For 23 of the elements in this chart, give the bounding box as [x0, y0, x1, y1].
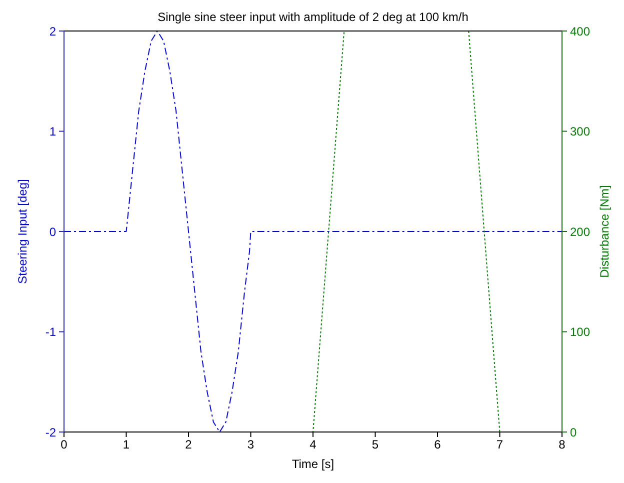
y-tick-label: 1	[49, 124, 56, 139]
x-tick-label: 5	[372, 438, 379, 452]
x-tick-label: 2	[185, 438, 192, 452]
y-axis-title: Steering Input [deg]	[15, 179, 30, 284]
x-tick-label: 8	[558, 438, 566, 452]
x-tick-label: 6	[434, 438, 442, 452]
y2-tick-label: 400	[570, 24, 590, 38]
y2-tick-label: 300	[570, 124, 590, 139]
y2-axis-title: Disturbance [Nm]	[597, 185, 612, 278]
x-tick-label: 1	[122, 438, 130, 452]
x-axis-title: Time [s]	[292, 457, 334, 471]
chart-title: Single sine steer input with amplitude of 2 deg at 100 km/h	[156, 10, 470, 24]
y2-tick-label: 100	[570, 325, 590, 340]
x-tick-label: 0	[60, 438, 68, 452]
y-tick-label: 0	[49, 224, 56, 239]
y-tick-label: -2	[45, 425, 56, 440]
y2-tick-label: 200	[570, 224, 590, 239]
y2-tick-label: 0	[570, 425, 577, 440]
x-tick-label: 3	[247, 438, 254, 452]
x-tick-label: 4	[310, 438, 317, 452]
x-tick-label: 7	[496, 438, 504, 452]
y-tick-label: 2	[49, 24, 56, 38]
y-tick-label: -1	[45, 325, 56, 340]
